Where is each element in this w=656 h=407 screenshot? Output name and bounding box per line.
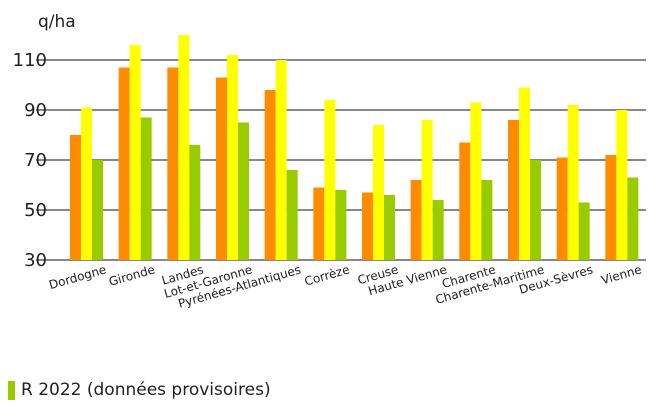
bar [508, 120, 519, 260]
bar [238, 122, 249, 260]
bar [616, 110, 628, 260]
y-tick-label: 110 [13, 50, 47, 71]
x-tick-label: Vienne [600, 262, 644, 287]
bar [384, 195, 395, 260]
bar [275, 60, 287, 260]
y-tick-label: 30 [24, 250, 47, 271]
bar [324, 100, 336, 260]
legend-label: R 2022 (données provisoires) [21, 380, 271, 400]
bar [459, 142, 471, 260]
bar [129, 45, 141, 260]
bar [567, 105, 579, 260]
bar [410, 180, 422, 260]
y-axis-ticks: 30 50 70 90 110 [13, 50, 47, 271]
y-tick-label: 70 [24, 150, 47, 171]
y-tick-label: 50 [24, 200, 47, 221]
bars [70, 35, 639, 260]
x-tick-label: Dordogne [47, 262, 107, 292]
x-tick-label: Corrèze [303, 262, 351, 288]
bar [227, 55, 238, 260]
bar [373, 125, 384, 260]
bar [70, 135, 81, 260]
bar [189, 145, 201, 260]
x-axis-labels: Dordogne Gironde LandesLot-et-GaronnePyrén… [47, 262, 643, 310]
bar [335, 190, 347, 260]
bar [481, 180, 493, 260]
bar [432, 200, 444, 260]
bar [519, 87, 530, 260]
bar [118, 67, 130, 260]
bar [81, 107, 92, 260]
bar [627, 177, 639, 260]
bar [578, 202, 590, 260]
bar [470, 102, 482, 260]
bar [216, 77, 227, 260]
bar [556, 157, 568, 260]
legend: R 2022 (données provisoires) [8, 380, 271, 400]
bar [362, 192, 373, 260]
bar [421, 120, 433, 260]
x-tick-label: Gironde [107, 262, 156, 288]
bar [140, 117, 152, 260]
y-axis-unit: q/ha [38, 12, 76, 32]
bar [178, 35, 190, 260]
bar [92, 160, 103, 260]
bar [264, 90, 276, 260]
y-tick-label: 90 [24, 100, 47, 121]
bar [530, 160, 541, 260]
bar [167, 67, 179, 260]
bar [286, 170, 298, 260]
bar [313, 187, 325, 260]
bar [605, 155, 617, 260]
legend-swatch [8, 380, 15, 400]
